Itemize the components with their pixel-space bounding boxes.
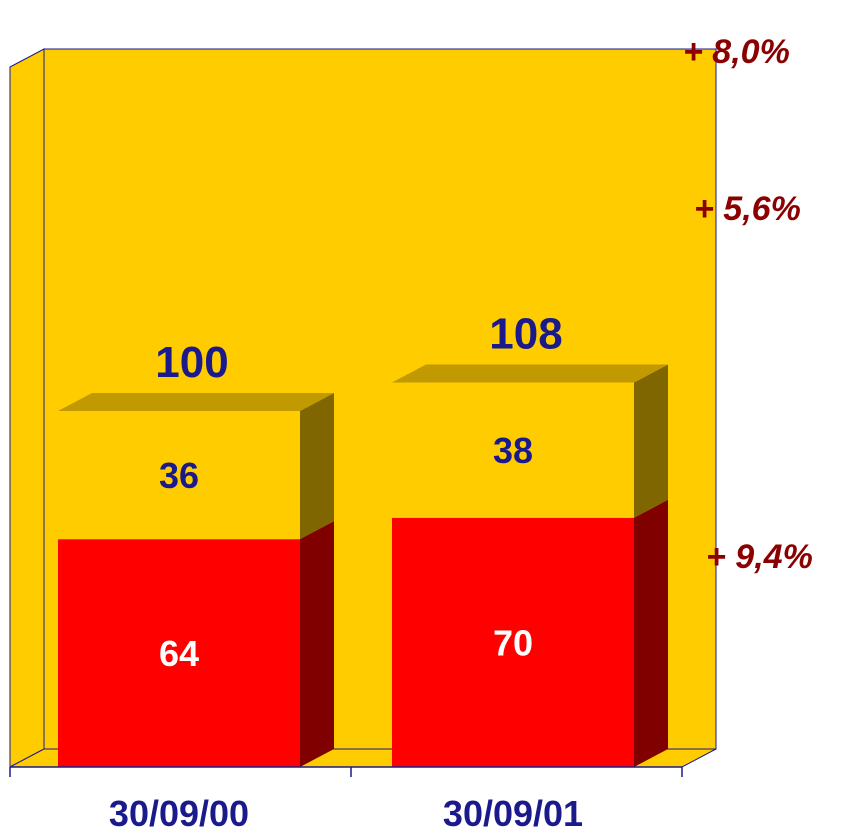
total-label-c0: 100	[155, 338, 228, 387]
bar-top-c0	[58, 393, 334, 411]
x-tick-label-0: 30/09/00	[109, 793, 249, 834]
bar-top-c1	[392, 364, 668, 383]
total-label-c1: 108	[489, 310, 562, 359]
bar-side-s0-c1	[634, 499, 668, 767]
growth-label-2: + 8,0%	[683, 33, 790, 71]
left-wall	[9, 48, 45, 768]
bar-side-s0-c0	[300, 521, 334, 767]
value-label-s0-c1: 70	[493, 622, 533, 663]
label-group: 64 36 100 70 38 108 + 9,4% + 5,6% + 8,0%	[155, 33, 813, 674]
bar-front-s0-c0	[58, 539, 300, 767]
bar-front-s1-c0	[58, 411, 300, 540]
bar-side-s1-c1	[634, 364, 668, 518]
value-label-s1-c1: 38	[493, 430, 533, 471]
x-tick-label-1: 30/09/01	[443, 793, 583, 834]
growth-label-0: + 9,4%	[706, 538, 813, 576]
value-label-s0-c0: 64	[159, 633, 199, 674]
bar-front-s0-c1	[392, 517, 634, 767]
bar-front-s1-c1	[392, 382, 634, 518]
bar-side-s1-c0	[300, 393, 334, 540]
value-label-s1-c0: 36	[159, 455, 199, 496]
x-axis: 30/09/00 30/09/01	[9, 766, 683, 834]
bar-group	[58, 364, 668, 767]
growth-label-1: + 5,6%	[694, 190, 801, 228]
